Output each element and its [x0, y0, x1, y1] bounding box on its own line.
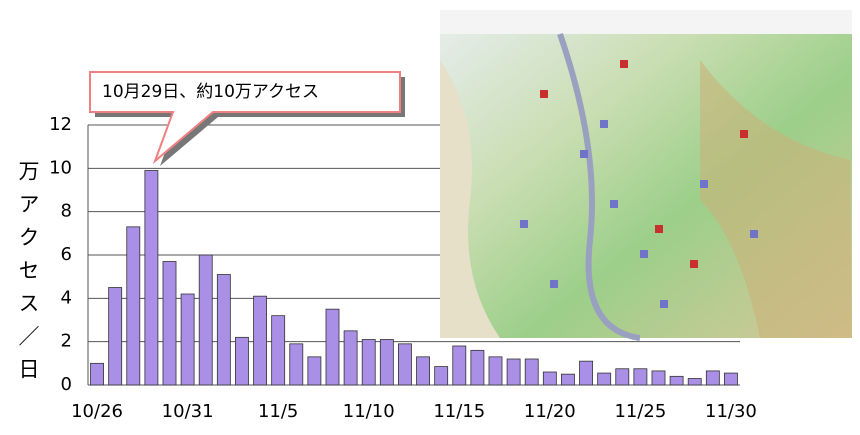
- bar: [705, 370, 720, 386]
- bar: [361, 339, 376, 386]
- bar: [307, 356, 322, 386]
- bars: [88, 170, 740, 386]
- x-tick-label: 11/10: [343, 401, 395, 422]
- bar: [724, 372, 738, 386]
- bar: [615, 368, 630, 386]
- bar: [633, 368, 648, 386]
- y-tick-label: 4: [61, 287, 72, 308]
- bar: [470, 349, 485, 386]
- bar: [669, 375, 684, 386]
- x-tick-label: 11/15: [433, 401, 485, 422]
- y-tick-label: 8: [61, 201, 72, 222]
- bar: [452, 345, 467, 386]
- bar: [271, 315, 286, 386]
- bar: [108, 287, 123, 386]
- bar: [597, 372, 612, 386]
- bar: [561, 373, 575, 386]
- x-tick-label: 10/26: [71, 401, 123, 422]
- map-markers: [520, 120, 758, 308]
- bar: [524, 358, 539, 386]
- bar: [216, 274, 231, 386]
- map-markers-red: [540, 60, 748, 268]
- map-mountain: [700, 60, 852, 338]
- bar: [180, 293, 195, 386]
- x-tick-label: 11/5: [258, 401, 298, 422]
- map-river: [557, 33, 641, 341]
- bar: [253, 295, 267, 386]
- bar: [651, 370, 666, 386]
- x-tick-label: 11/25: [614, 401, 666, 422]
- bar: [198, 254, 213, 386]
- bar: [416, 356, 430, 386]
- bar: [325, 308, 340, 386]
- bar: [506, 358, 521, 386]
- bar: [144, 170, 159, 386]
- y-tick-label: 12: [49, 114, 72, 135]
- bar: [289, 343, 304, 386]
- y-tick-label: 10: [49, 157, 72, 178]
- annotation: 10月29日、約10万アクセス: [102, 82, 319, 102]
- callout-box: [89, 71, 401, 165]
- bar: [434, 366, 449, 386]
- map-header: [440, 10, 852, 34]
- bar: [162, 261, 177, 386]
- y-tick-label: 0: [61, 374, 72, 395]
- y-tick-label: 2: [61, 331, 72, 352]
- y-tick-label: 6: [61, 244, 72, 265]
- bar: [542, 371, 557, 386]
- bar: [379, 339, 394, 386]
- bar: [343, 330, 358, 386]
- bar: [235, 336, 249, 386]
- bar: [579, 360, 593, 386]
- bar: [398, 343, 412, 386]
- bar: [126, 226, 141, 386]
- x-tick-label: 11/20: [524, 401, 576, 422]
- bar: [687, 378, 702, 386]
- bar: [488, 356, 503, 386]
- y-axis-label: 万アクセス／日: [16, 160, 40, 391]
- map-image: [440, 10, 852, 341]
- callout: 10月29日、約10万アクセス: [89, 71, 405, 166]
- bar: [90, 362, 104, 386]
- map-plain: [440, 60, 500, 338]
- x-tick-label: 11/30: [705, 401, 757, 422]
- x-tick-label: 10/31: [162, 401, 214, 422]
